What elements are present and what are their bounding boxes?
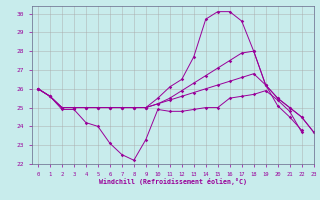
- X-axis label: Windchill (Refroidissement éolien,°C): Windchill (Refroidissement éolien,°C): [99, 178, 247, 185]
